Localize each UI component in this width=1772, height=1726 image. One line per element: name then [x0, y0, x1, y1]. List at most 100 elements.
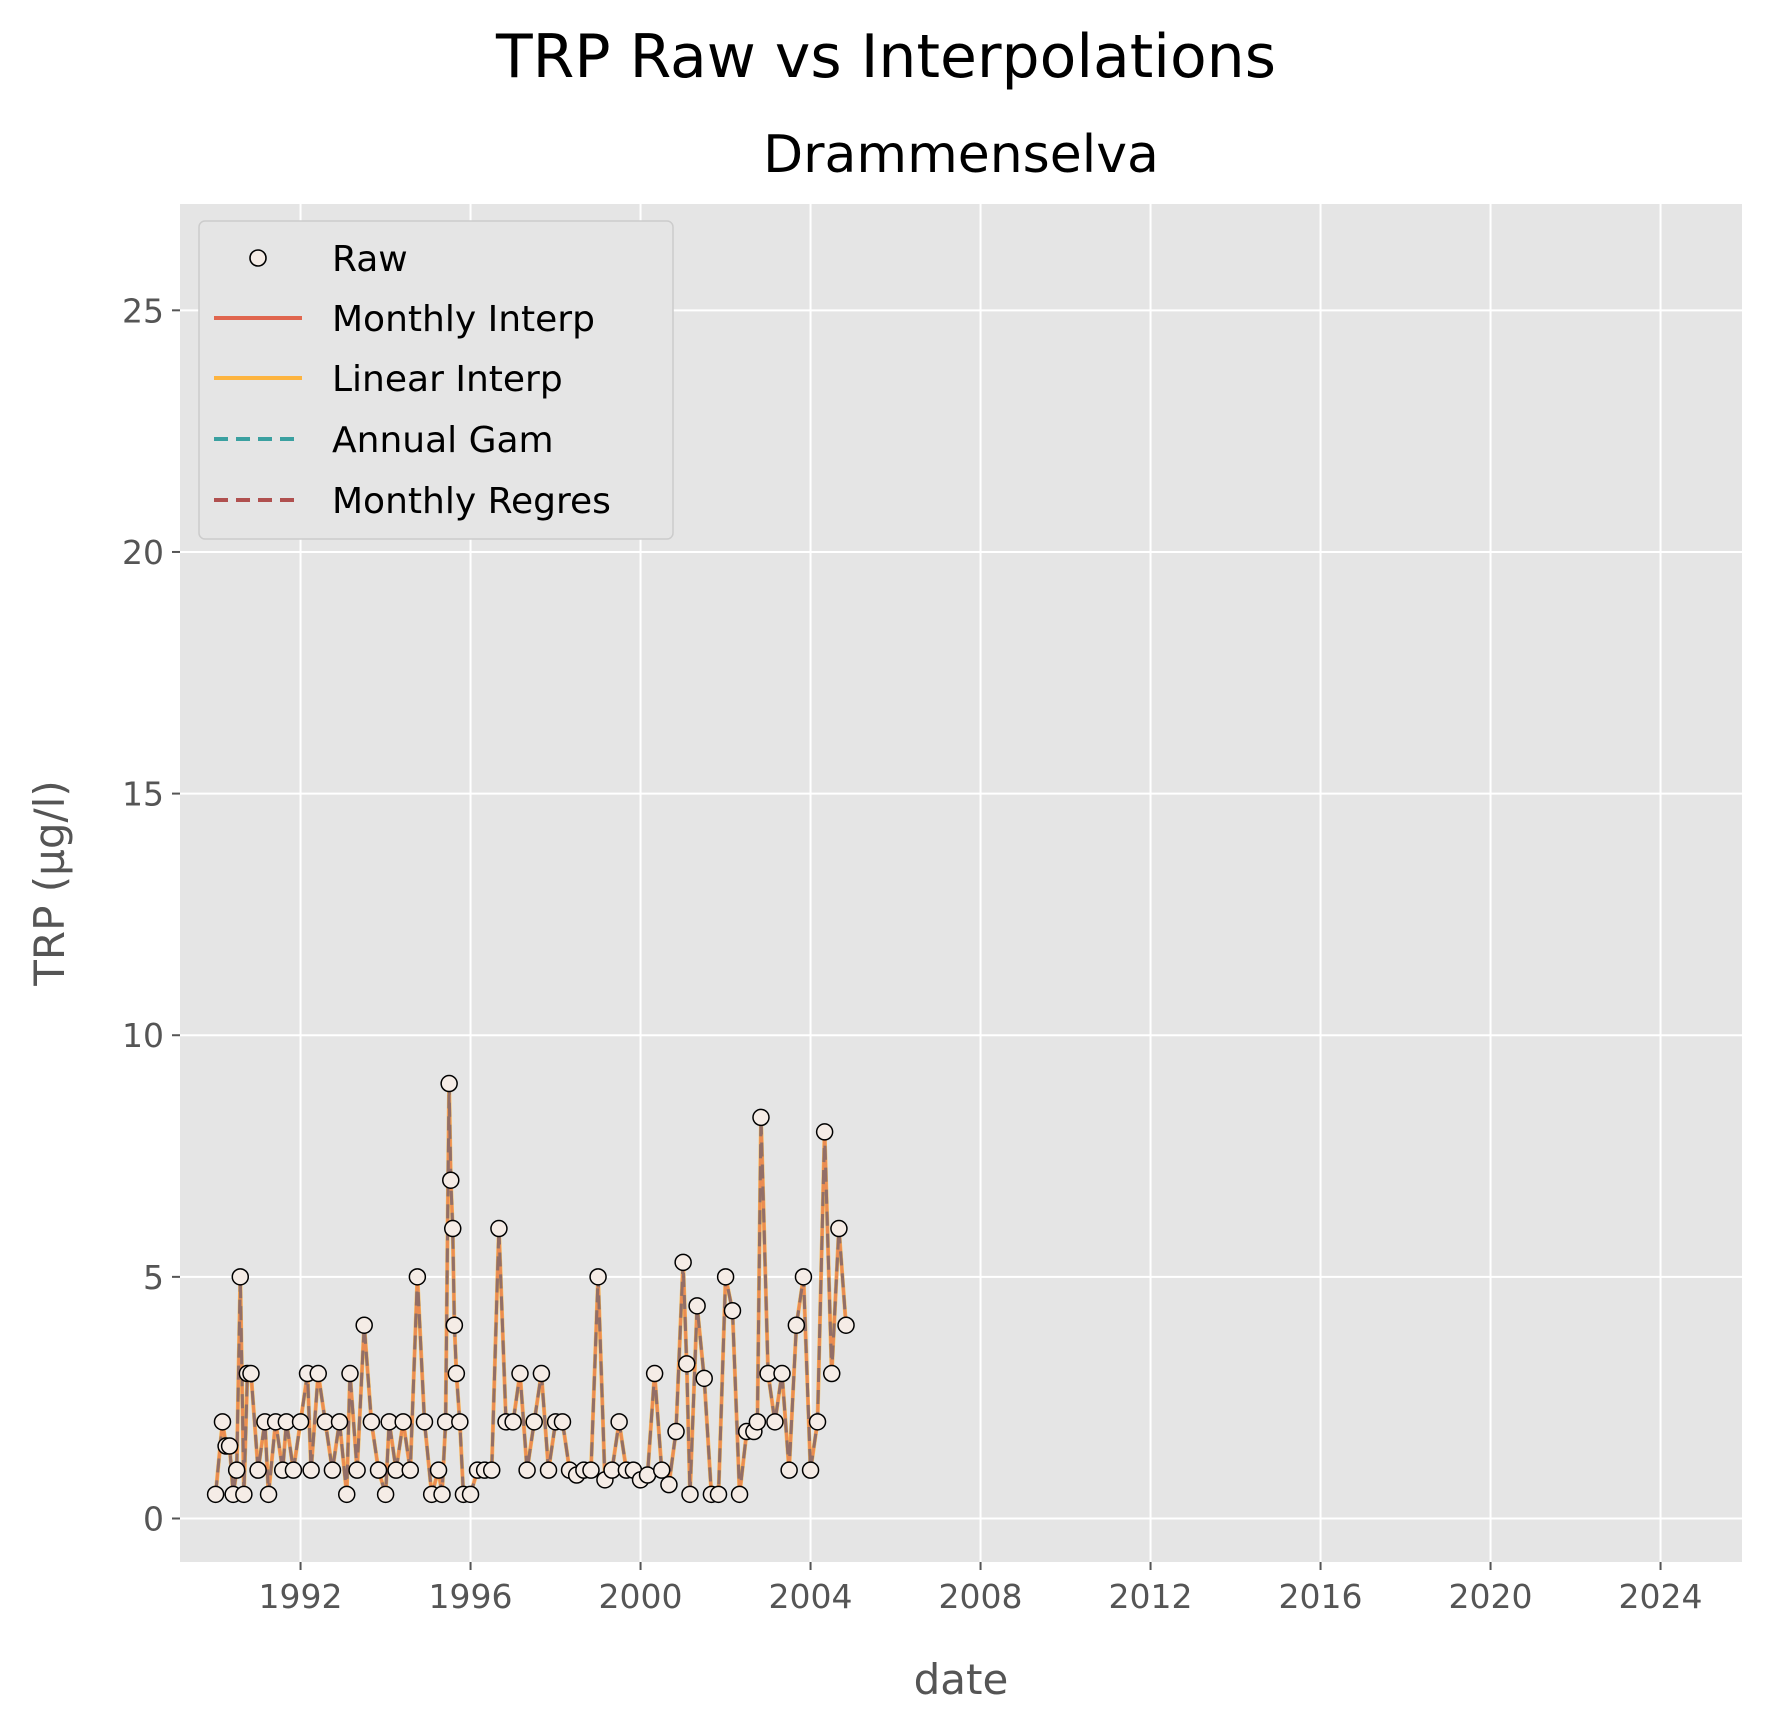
raw-point [794, 1268, 813, 1286]
chart-title: Drammenselva [763, 125, 1159, 185]
legend-raw-label: Raw [332, 239, 408, 280]
raw-markers [206, 1074, 855, 1504]
raw-point [490, 1219, 508, 1238]
raw-point [447, 1364, 466, 1383]
raw-point [415, 1413, 434, 1431]
raw-point [442, 1171, 460, 1189]
raw-point [610, 1413, 628, 1431]
raw-point [323, 1461, 342, 1479]
raw-point [309, 1364, 327, 1383]
raw-point [773, 1364, 791, 1383]
legend-box [198, 220, 674, 540]
raw-point [674, 1253, 692, 1272]
raw-point [815, 1123, 834, 1141]
raw-point [284, 1461, 303, 1479]
y-tick-label: 25 [122, 291, 164, 330]
raw-point [553, 1413, 572, 1431]
x-tick-label: 2000 [599, 1577, 683, 1616]
raw-point [220, 1437, 239, 1455]
raw-point [748, 1413, 767, 1431]
raw-point [369, 1461, 388, 1479]
raw-point [213, 1413, 232, 1431]
legend-raw-marker [249, 249, 267, 267]
raw-point [787, 1316, 806, 1334]
raw-point [355, 1316, 373, 1334]
x-tick-label: 2020 [1449, 1577, 1533, 1616]
x-tick-label: 2012 [1109, 1577, 1193, 1616]
raw-point [677, 1355, 696, 1373]
raw-point [652, 1461, 671, 1479]
raw-point [822, 1364, 841, 1383]
raw-point [408, 1268, 427, 1286]
y-axis-label: TRP (µg/l) [25, 780, 74, 987]
raw-point [780, 1461, 798, 1479]
x-tick-label: 2004 [769, 1577, 853, 1616]
raw-point [837, 1316, 855, 1334]
axis-ticks: 1992 1996 2000 2004 2008 2012 2016 2020 2024 0 5 10… [122, 291, 1703, 1616]
raw-point [348, 1461, 366, 1479]
raw-point [518, 1461, 536, 1479]
raw-point [766, 1413, 784, 1431]
raw-point [443, 1219, 462, 1238]
raw-point [716, 1268, 735, 1286]
raw-point [249, 1461, 267, 1479]
legend-annual-gam-label: Annual Gam [332, 420, 554, 461]
y-tick-label: 15 [122, 775, 164, 814]
raw-point [376, 1485, 395, 1504]
x-tick-label: 2024 [1619, 1577, 1703, 1616]
x-tick-label: 2008 [939, 1577, 1023, 1616]
raw-point [337, 1485, 356, 1504]
y-tick-label: 5 [143, 1258, 164, 1297]
raw-point [401, 1461, 420, 1479]
raw-point [660, 1475, 678, 1494]
legend-linear-interp-label: Linear Interp [332, 359, 563, 400]
raw-point [242, 1364, 260, 1383]
raw-point [539, 1461, 558, 1479]
raw-point [730, 1485, 749, 1504]
raw-point [589, 1268, 607, 1286]
x-axis-label: date [914, 1655, 1009, 1704]
raw-point [525, 1413, 543, 1431]
x-tick-label: 2016 [1279, 1577, 1363, 1616]
raw-point [231, 1268, 250, 1286]
raw-point [830, 1219, 848, 1238]
monthly-regres-line [214, 1083, 848, 1496]
raw-point [235, 1485, 253, 1504]
raw-point [504, 1413, 522, 1431]
raw-point [433, 1485, 451, 1504]
raw-point [330, 1413, 349, 1431]
legend-monthly-interp-label: Monthly Interp [332, 299, 595, 340]
raw-point [291, 1413, 310, 1431]
x-tick-label: 1996 [429, 1577, 513, 1616]
raw-point [362, 1413, 381, 1431]
raw-point [667, 1422, 685, 1441]
y-tick-label: 10 [122, 1016, 164, 1055]
legend: Raw Monthly Interp Linear Interp Annual … [198, 220, 674, 540]
raw-point [582, 1461, 600, 1479]
raw-point [429, 1461, 448, 1479]
figure-suptitle: TRP Raw vs Interpolations [495, 22, 1276, 92]
raw-point [645, 1364, 664, 1383]
raw-point [445, 1316, 464, 1334]
raw-point [227, 1461, 246, 1479]
raw-point [461, 1485, 480, 1504]
raw-point [394, 1413, 412, 1431]
raw-point [688, 1297, 706, 1315]
raw-point [482, 1461, 501, 1479]
x-tick-label: 1992 [259, 1577, 343, 1616]
y-tick-label: 0 [143, 1500, 164, 1539]
raw-point [808, 1413, 827, 1431]
raw-point [532, 1364, 551, 1383]
raw-point [723, 1301, 742, 1320]
legend-monthly-regres-label: Monthly Regres [332, 481, 611, 522]
y-tick-label: 20 [122, 533, 164, 572]
raw-point [440, 1074, 458, 1093]
raw-point [259, 1485, 278, 1504]
raw-point [206, 1485, 225, 1504]
raw-point [695, 1369, 713, 1388]
raw-point [511, 1364, 529, 1383]
raw-point [709, 1485, 728, 1504]
raw-point [752, 1108, 770, 1127]
